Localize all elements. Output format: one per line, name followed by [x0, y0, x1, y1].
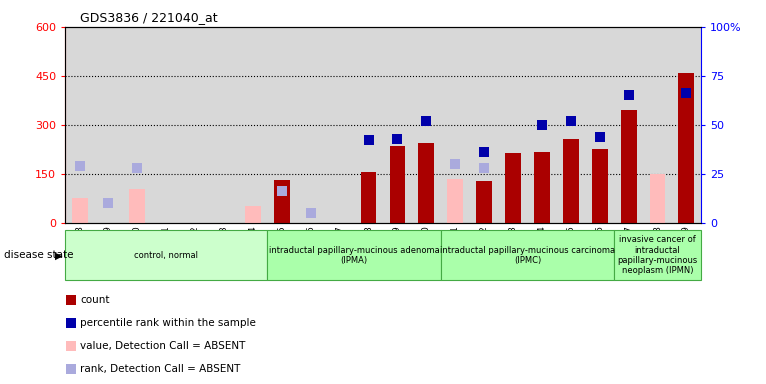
Text: disease state: disease state [4, 250, 74, 260]
Text: control, normal: control, normal [134, 251, 198, 260]
Bar [476, 181, 492, 223]
Bar [274, 180, 290, 223]
Bar [650, 174, 666, 223]
Text: count: count [80, 295, 110, 305]
Bar [245, 207, 261, 223]
Bar [129, 189, 146, 223]
Bar [440, 230, 614, 280]
Bar [614, 230, 701, 280]
Text: intraductal papillary-mucinous adenoma
(IPMA): intraductal papillary-mucinous adenoma (… [269, 246, 440, 265]
Text: value, Detection Call = ABSENT: value, Detection Call = ABSENT [80, 341, 246, 351]
Bar [71, 198, 87, 223]
Bar [389, 146, 405, 223]
Bar [505, 152, 521, 223]
Bar [592, 149, 607, 223]
Text: ▶: ▶ [55, 250, 63, 260]
Bar [447, 179, 463, 223]
Bar [620, 110, 637, 223]
Bar [267, 230, 440, 280]
Text: invasive cancer of
intraductal
papillary-mucinous
neoplasm (IPMN): invasive cancer of intraductal papillary… [617, 235, 698, 275]
Text: GDS3836 / 221040_at: GDS3836 / 221040_at [80, 12, 218, 25]
Bar [418, 143, 434, 223]
Text: intraductal papillary-mucinous carcinoma
(IPMC): intraductal papillary-mucinous carcinoma… [440, 246, 615, 265]
Bar [534, 152, 550, 223]
Bar [65, 230, 267, 280]
Bar [679, 73, 695, 223]
Bar [563, 139, 579, 223]
Text: rank, Detection Call = ABSENT: rank, Detection Call = ABSENT [80, 364, 241, 374]
Text: percentile rank within the sample: percentile rank within the sample [80, 318, 257, 328]
Bar [361, 172, 377, 223]
